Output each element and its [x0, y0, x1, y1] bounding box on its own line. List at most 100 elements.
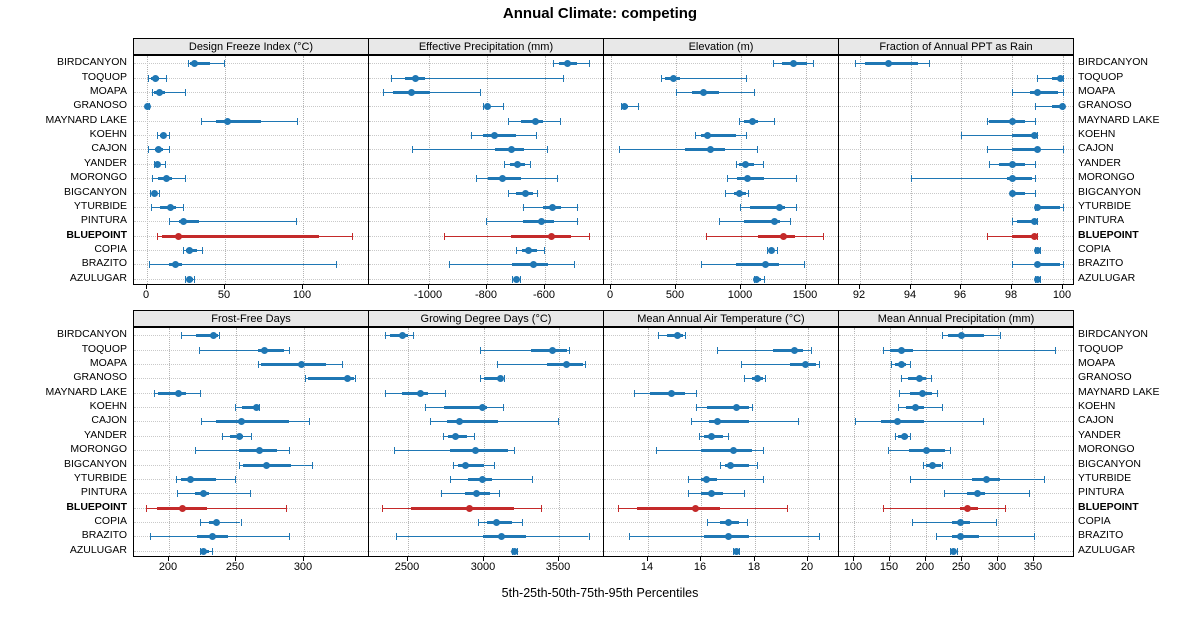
- iqr-bar-pintura: [743, 220, 780, 223]
- horizontal-gridline: [839, 236, 1073, 237]
- site-label-right-yander: YANDER: [1078, 157, 1121, 169]
- axis-tick: [960, 285, 961, 289]
- iqr-bar-bluepoint: [161, 235, 320, 238]
- horizontal-gridline: [839, 135, 1073, 136]
- whisker-cap: [705, 233, 707, 240]
- whisker-cap: [956, 548, 958, 555]
- site-label-left-bluepoint: BLUEPOINT: [66, 229, 127, 241]
- vertical-gridline: [611, 56, 612, 284]
- whisker-cap: [634, 390, 636, 397]
- horizontal-gridline: [369, 335, 603, 336]
- horizontal-gridline: [839, 164, 1073, 165]
- whisker-cap: [1037, 75, 1039, 82]
- iqr-bar-bluepoint: [1012, 235, 1038, 238]
- whisker-copia: [199, 522, 241, 523]
- whisker-toquop: [390, 78, 564, 79]
- site-label-right-koehn: KOEHN: [1078, 128, 1116, 140]
- whisker-cap: [480, 375, 482, 382]
- whisker-granoso: [1034, 106, 1063, 107]
- whisker-cap: [855, 418, 857, 425]
- median-dot-bigcanyon: [151, 190, 158, 197]
- whisker-cap: [249, 490, 251, 497]
- horizontal-gridline: [839, 78, 1073, 79]
- axis-tick-label: 18: [747, 561, 761, 573]
- axis-tick: [997, 557, 998, 561]
- site-label-left-maynard-lake: MAYNARD LAKE: [45, 386, 128, 398]
- whisker-cap: [169, 218, 171, 225]
- whisker-cap: [355, 375, 357, 382]
- whisker-cap: [441, 490, 443, 497]
- median-dot-maynard-lake: [918, 390, 926, 397]
- median-dot-yander: [235, 433, 243, 440]
- median-dot-bluepoint: [779, 233, 787, 240]
- whisker-toquop: [198, 350, 290, 351]
- median-dot-birdcanyon: [564, 60, 572, 67]
- axis-tick-label: 0: [142, 289, 150, 301]
- axis-elevation-m-: 0 500 1000 1500: [603, 285, 839, 303]
- vertical-gridline: [408, 328, 409, 556]
- panel-fraction-of-annual-ppt-as-rain: [838, 55, 1074, 285]
- axis-tick-label: 50: [217, 289, 231, 301]
- axis-tick: [853, 557, 854, 561]
- median-dot-granoso: [915, 375, 923, 382]
- panel-effective-precipitation-mm-: [368, 55, 604, 285]
- panel-elevation-m-: [603, 55, 839, 285]
- median-dot-toquop: [151, 75, 159, 82]
- whisker-cap: [239, 462, 241, 469]
- whisker-cap: [655, 447, 657, 454]
- axis-tick-label: -600: [532, 289, 556, 301]
- whisker-cap: [394, 447, 396, 454]
- whisker-cap: [698, 433, 700, 440]
- median-dot-morongo: [922, 447, 930, 454]
- whisker-cap: [184, 89, 186, 96]
- whisker-cap: [503, 161, 505, 168]
- iqr-bar-bigcanyon: [458, 464, 484, 467]
- whisker-cap: [150, 204, 152, 211]
- iqr-bar-bluepoint: [758, 235, 795, 238]
- median-dot-birdcanyon: [209, 332, 217, 339]
- median-dot-azulugar: [950, 548, 958, 555]
- median-dot-yturbide: [983, 476, 991, 483]
- whisker-cap: [912, 519, 913, 526]
- iqr-bar-birdcanyon: [189, 62, 210, 65]
- whisker-cap: [1012, 89, 1014, 96]
- panel-frost-free-days: [133, 327, 369, 557]
- whisker-cap: [941, 404, 943, 411]
- panel-design-freeze-index-c-: [133, 55, 369, 285]
- median-dot-koehn: [159, 132, 167, 139]
- whisker-cap: [482, 103, 484, 110]
- iqr-bar-birdcanyon: [865, 62, 919, 65]
- median-dot-brazito: [956, 533, 964, 540]
- whisker-cap: [786, 505, 788, 512]
- iqr-bar-cajon: [216, 420, 290, 423]
- site-label-right-brazito: BRAZITO: [1078, 529, 1124, 541]
- median-dot-azulugar: [511, 548, 519, 555]
- median-dot-pintura: [770, 218, 778, 225]
- whisker-cap: [289, 533, 291, 540]
- whisker-cap: [295, 218, 297, 225]
- whisker-cap: [523, 204, 525, 211]
- median-dot-azulugar: [512, 276, 520, 283]
- site-label-left-yturbide: YTURBIDE: [73, 472, 127, 484]
- site-label-right-morongo: MORONGO: [1078, 443, 1135, 455]
- panel-mean-annual-precipitation-mm-: [838, 327, 1074, 557]
- whisker-cap: [305, 375, 307, 382]
- site-label-left-pintura: PINTURA: [80, 486, 127, 498]
- whisker-cap: [480, 347, 482, 354]
- median-dot-maynard-lake: [416, 390, 424, 397]
- whisker-cap: [515, 247, 517, 254]
- whisker-cap: [812, 60, 814, 67]
- median-dot-bluepoint: [465, 505, 473, 512]
- axis-tick: [910, 285, 911, 289]
- median-dot-bluepoint: [692, 505, 700, 512]
- horizontal-gridline: [604, 63, 838, 64]
- horizontal-gridline: [369, 393, 603, 394]
- site-label-left-brazito: BRAZITO: [81, 257, 127, 269]
- axis-tick: [168, 557, 169, 561]
- whisker-cap: [199, 548, 201, 555]
- horizontal-gridline: [134, 78, 368, 79]
- horizontal-gridline: [604, 364, 838, 365]
- axis-tick-label: 250: [225, 561, 245, 573]
- iqr-bar-birdcanyon: [948, 334, 984, 337]
- whisker-cap: [762, 447, 764, 454]
